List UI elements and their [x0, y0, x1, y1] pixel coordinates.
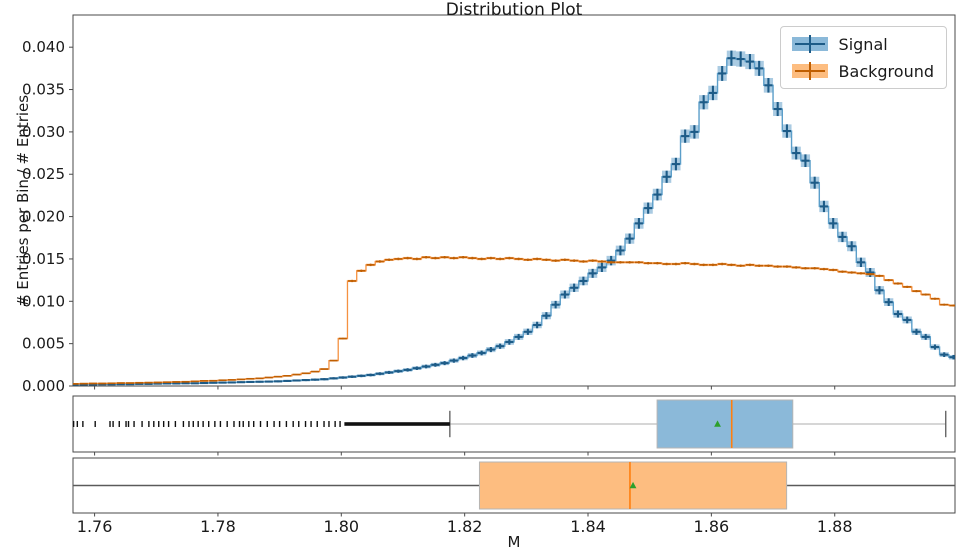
- iqr-box: [656, 399, 794, 449]
- mean-marker: [714, 420, 721, 427]
- signal-histogram: [73, 50, 955, 386]
- y-tick-label: 0.020: [22, 208, 65, 226]
- y-tick-label: 0.025: [22, 165, 65, 183]
- y-tick-label: 0.040: [22, 38, 65, 56]
- mean-marker: [629, 481, 637, 489]
- background-boxplot: [73, 461, 955, 510]
- x-tick-label: 1.76: [77, 517, 113, 536]
- y-tick-label: 0.010: [22, 292, 65, 310]
- x-tick-label: 1.84: [570, 517, 606, 536]
- y-tick-label: 0.000: [22, 377, 65, 395]
- x-tick-label: 1.88: [817, 517, 853, 536]
- fliers-dense: [344, 422, 450, 426]
- background-histogram: [73, 255, 955, 385]
- legend-item-signal: Signal: [791, 34, 934, 54]
- legend-item-background: Background: [791, 61, 934, 81]
- background-errorbar-swatch: [791, 62, 828, 80]
- background-error-bars: [73, 255, 955, 385]
- chart-title: Distribution Plot: [445, 0, 583, 20]
- x-tick-label: 1.86: [694, 517, 730, 536]
- x-tick-label: 1.78: [200, 517, 236, 536]
- x-axis-label: M: [507, 533, 521, 549]
- background-step-line: [73, 256, 955, 385]
- y-tick-label: 0.030: [22, 123, 65, 141]
- tick-marks: [69, 46, 836, 517]
- legend: Signal Background: [779, 26, 947, 89]
- legend-label-signal: Signal: [838, 34, 888, 54]
- y-tick-label: 0.005: [22, 335, 65, 353]
- legend-label-background: Background: [838, 61, 934, 81]
- x-tick-label: 1.80: [323, 517, 359, 536]
- signal-errorbar-swatch: [791, 35, 828, 53]
- y-axis-label: # Entries per Bin / # Entries: [14, 94, 32, 308]
- y-tick-label: 0.015: [22, 250, 65, 268]
- x-tick-label: 1.82: [447, 517, 483, 536]
- y-tick-label: 0.035: [22, 81, 65, 99]
- signal-boxplot: [72, 399, 947, 449]
